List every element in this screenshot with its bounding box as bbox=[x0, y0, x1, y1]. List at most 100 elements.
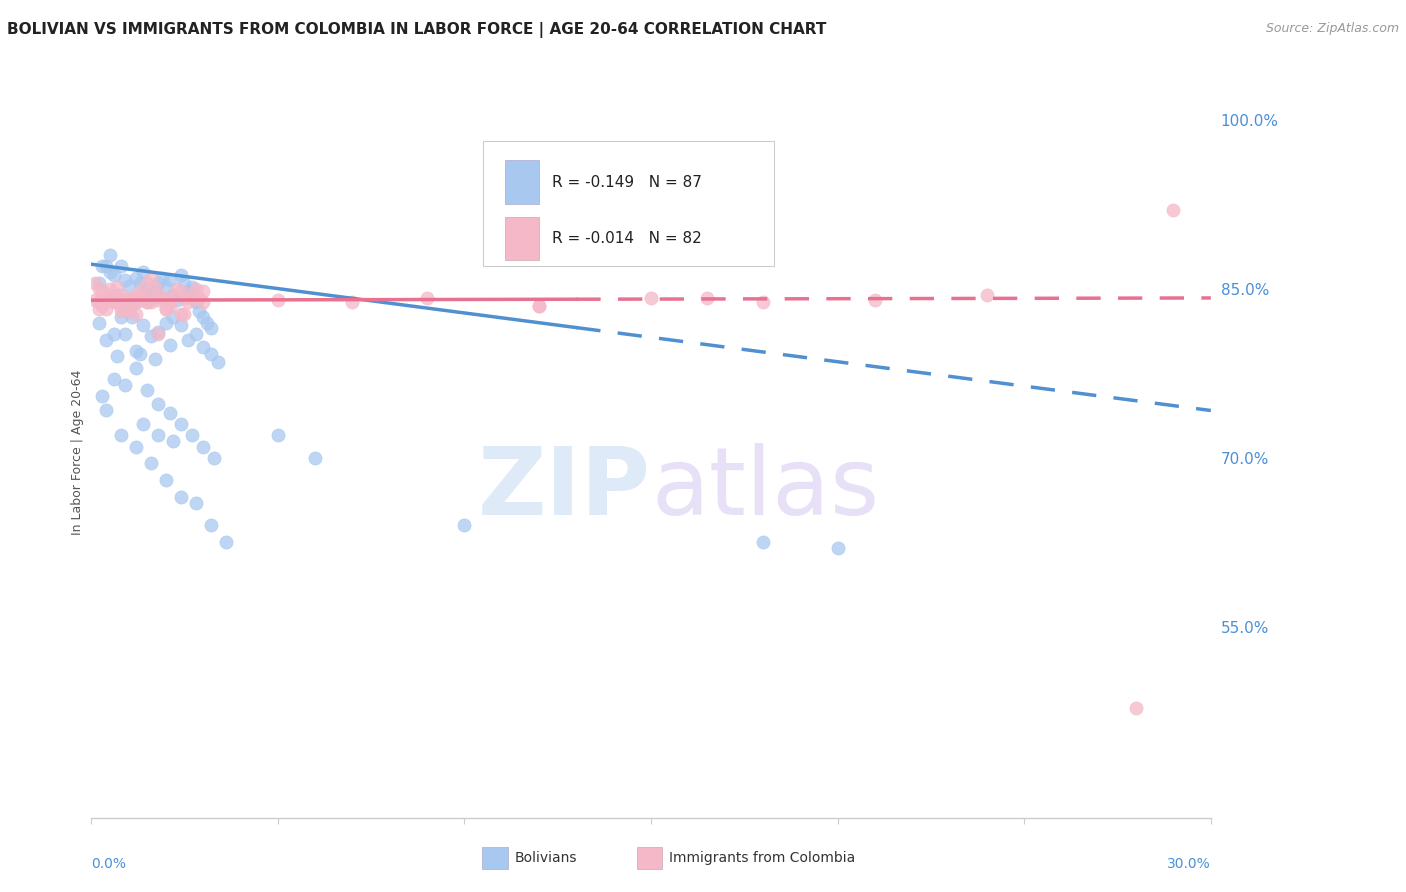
Point bbox=[696, 291, 718, 305]
Point bbox=[200, 321, 222, 335]
Point bbox=[105, 279, 128, 293]
Text: 30.0%: 30.0% bbox=[1167, 857, 1211, 871]
Point bbox=[105, 350, 128, 364]
Point bbox=[170, 417, 193, 431]
Point bbox=[114, 302, 136, 317]
Point bbox=[170, 284, 193, 298]
Point bbox=[91, 284, 114, 298]
Text: Immigrants from Colombia: Immigrants from Colombia bbox=[669, 851, 855, 865]
Point bbox=[136, 295, 159, 310]
Point bbox=[128, 277, 150, 291]
Point bbox=[191, 284, 214, 298]
Point bbox=[177, 295, 200, 310]
Point bbox=[827, 541, 849, 555]
Point bbox=[125, 295, 148, 310]
Point bbox=[173, 307, 195, 321]
Point bbox=[148, 428, 170, 442]
Point bbox=[136, 282, 159, 296]
Point bbox=[132, 291, 155, 305]
Point bbox=[177, 333, 200, 347]
Point bbox=[110, 304, 132, 318]
Point bbox=[98, 282, 121, 296]
Bar bbox=[505, 217, 538, 260]
Point bbox=[162, 434, 184, 448]
Point bbox=[84, 293, 107, 308]
Point bbox=[304, 450, 326, 465]
Point bbox=[162, 310, 184, 324]
Point bbox=[166, 293, 188, 308]
Point bbox=[214, 535, 236, 549]
Point bbox=[150, 291, 173, 305]
Point bbox=[117, 295, 139, 310]
Point bbox=[117, 278, 139, 293]
Point bbox=[136, 287, 159, 301]
Point bbox=[117, 304, 139, 318]
Point bbox=[342, 295, 364, 310]
Point bbox=[166, 282, 188, 296]
Point bbox=[640, 291, 662, 305]
Point bbox=[155, 279, 177, 293]
Point bbox=[94, 302, 117, 317]
Point bbox=[150, 270, 173, 285]
Point bbox=[453, 518, 475, 533]
Point bbox=[128, 284, 150, 298]
Point bbox=[98, 287, 121, 301]
Point bbox=[150, 291, 173, 305]
Point bbox=[117, 299, 139, 313]
Point bbox=[136, 295, 159, 310]
Point bbox=[125, 360, 148, 375]
Point bbox=[121, 293, 143, 308]
Point bbox=[114, 326, 136, 341]
Point bbox=[103, 326, 125, 341]
Point bbox=[132, 293, 155, 308]
Point bbox=[110, 260, 132, 274]
Point bbox=[143, 279, 166, 293]
Point bbox=[91, 260, 114, 274]
Point bbox=[125, 291, 148, 305]
Point bbox=[114, 302, 136, 317]
Point bbox=[103, 295, 125, 310]
Point bbox=[527, 299, 550, 313]
Point bbox=[170, 490, 193, 504]
Point bbox=[91, 389, 114, 403]
Point bbox=[136, 277, 159, 291]
Point bbox=[148, 397, 170, 411]
Point bbox=[148, 287, 170, 301]
Point bbox=[110, 299, 132, 313]
Point bbox=[162, 287, 184, 301]
Point bbox=[1163, 203, 1185, 218]
Point bbox=[103, 291, 125, 305]
Point bbox=[148, 293, 170, 308]
Point bbox=[162, 287, 184, 301]
Point bbox=[98, 248, 121, 262]
Point bbox=[87, 316, 110, 330]
Point bbox=[188, 291, 211, 305]
Point bbox=[125, 343, 148, 358]
Point bbox=[1125, 700, 1147, 714]
Point bbox=[105, 295, 128, 310]
Point bbox=[976, 287, 998, 301]
Point bbox=[125, 295, 148, 310]
Point bbox=[170, 318, 193, 332]
Point bbox=[155, 302, 177, 317]
Point bbox=[125, 307, 148, 321]
Point bbox=[527, 299, 550, 313]
Bar bbox=[505, 161, 538, 204]
Point bbox=[143, 351, 166, 366]
Y-axis label: In Labor Force | Age 20-64: In Labor Force | Age 20-64 bbox=[72, 369, 84, 535]
Point bbox=[159, 295, 181, 310]
Point bbox=[98, 293, 121, 308]
Point bbox=[84, 277, 107, 291]
Point bbox=[94, 291, 117, 305]
Point bbox=[200, 518, 222, 533]
Point bbox=[98, 265, 121, 279]
Point bbox=[184, 326, 207, 341]
Point bbox=[159, 406, 181, 420]
Text: atlas: atlas bbox=[651, 442, 879, 534]
Text: Bolivians: Bolivians bbox=[515, 851, 576, 865]
Point bbox=[114, 377, 136, 392]
Point bbox=[132, 291, 155, 305]
Point bbox=[267, 293, 290, 308]
Point bbox=[136, 291, 159, 305]
Point bbox=[188, 304, 211, 318]
